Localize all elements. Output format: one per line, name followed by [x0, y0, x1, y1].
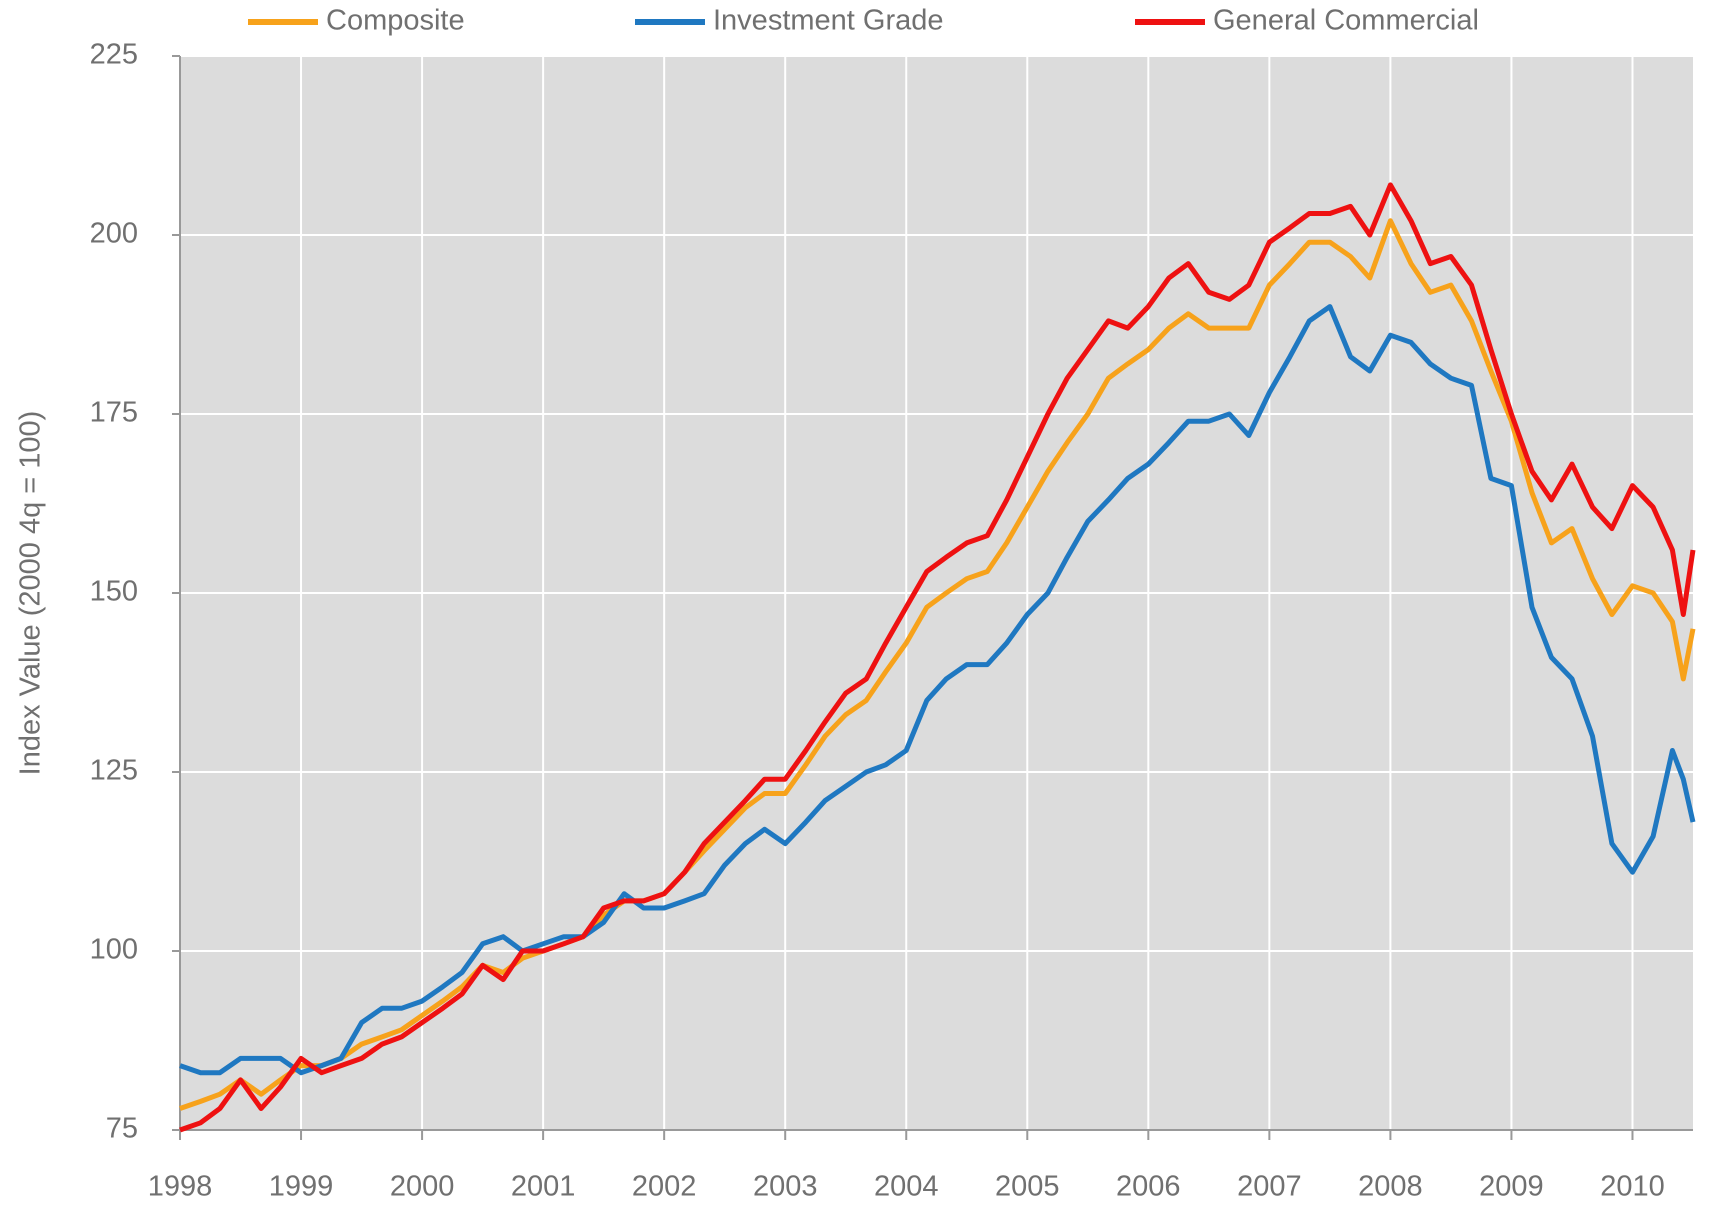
x-tick-label: 2007: [1237, 1171, 1302, 1203]
x-tick-label: 2001: [511, 1171, 576, 1203]
series-line: [179, 182, 1696, 1133]
y-tick-label: 125: [90, 755, 138, 787]
series-line: [179, 218, 1696, 1111]
legend-label: Investment Grade: [713, 5, 944, 37]
y-tick-label: 175: [90, 397, 138, 429]
x-tick-label: 2006: [1116, 1171, 1181, 1203]
x-tick-label: 2008: [1358, 1171, 1423, 1203]
series-line: [179, 304, 1696, 1076]
x-tick-label: 2005: [995, 1171, 1060, 1203]
y-tick-label: 100: [90, 934, 138, 966]
y-tick-label: 225: [90, 39, 138, 71]
x-tick-label: 1998: [148, 1171, 213, 1203]
legend-label: General Commercial: [1213, 5, 1479, 37]
y-tick-label: 200: [90, 218, 138, 250]
y-tick-label: 75: [106, 1113, 138, 1145]
x-tick-label: 1999: [269, 1171, 334, 1203]
x-tick-label: 2009: [1479, 1171, 1544, 1203]
x-tick-label: 2004: [874, 1171, 939, 1203]
y-axis-label: Index Value (2000 4q = 100): [15, 411, 47, 776]
x-tick-label: 2002: [632, 1171, 697, 1203]
x-tick-label: 2010: [1600, 1171, 1665, 1203]
y-tick-label: 150: [90, 576, 138, 608]
x-tick-label: 2000: [390, 1171, 455, 1203]
legend-label: Composite: [326, 5, 465, 37]
x-tick-label: 2003: [753, 1171, 818, 1203]
